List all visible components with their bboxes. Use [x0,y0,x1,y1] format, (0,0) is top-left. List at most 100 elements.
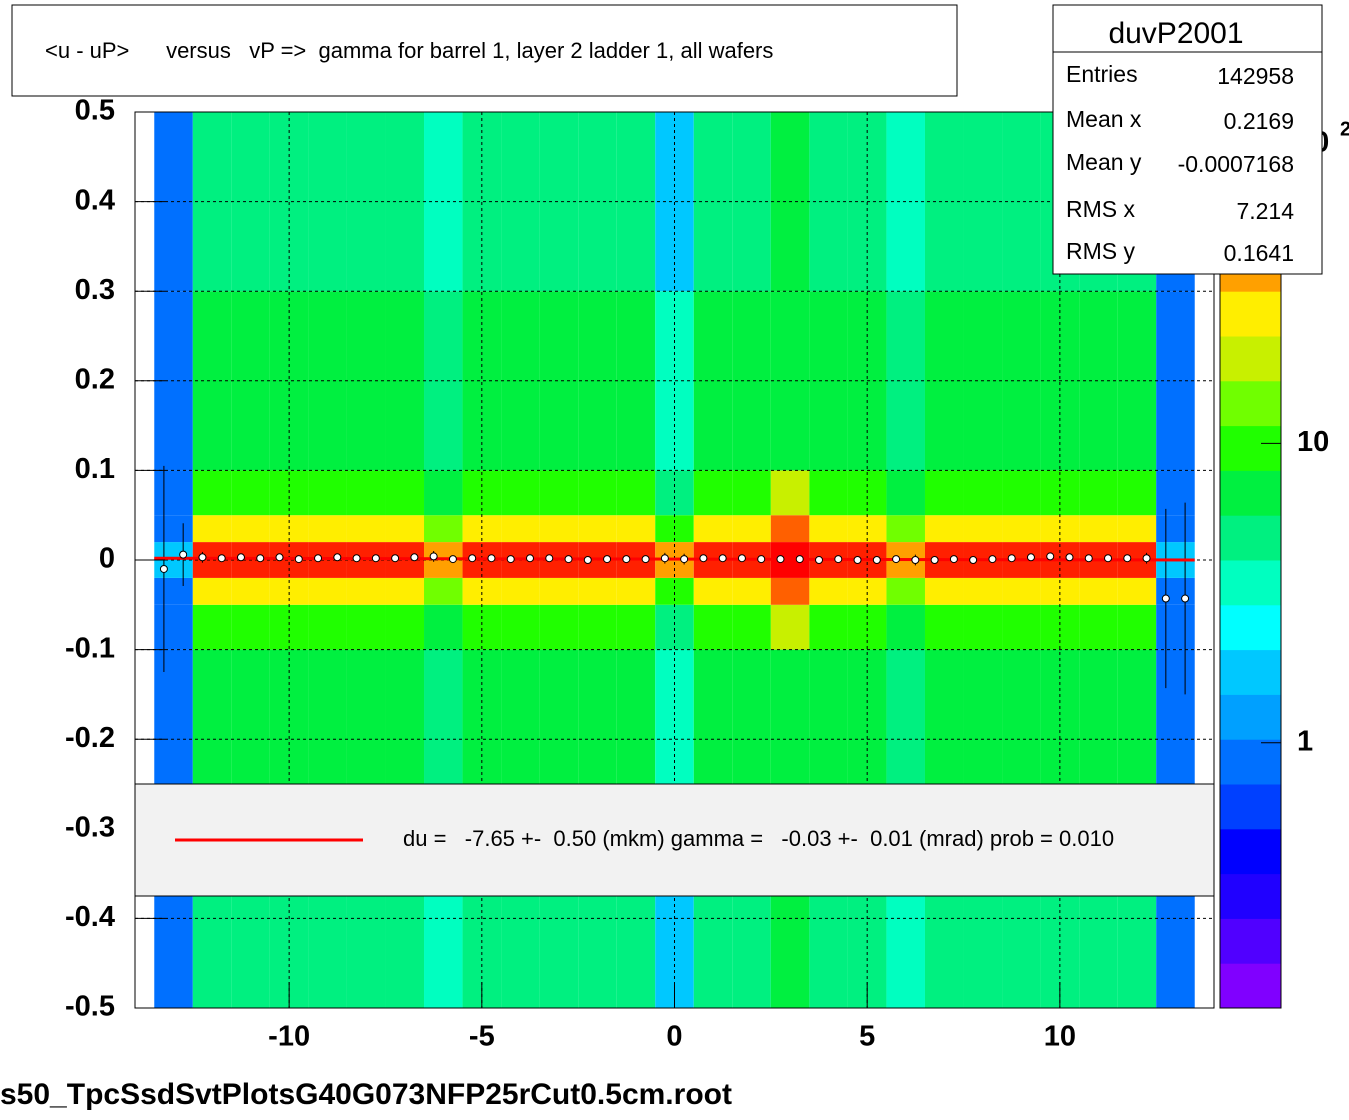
heatmap-cell [385,470,425,516]
y-tick-label: 0.4 [75,184,115,216]
stats-name: Entries [1066,61,1138,87]
profile-point [256,554,265,563]
heatmap-cell [732,112,771,292]
heatmap-cell [616,604,656,650]
stats-value: 142958 [1217,63,1294,89]
heatmap-cell [770,577,810,605]
legend-text: du = -7.65 +- 0.50 (mkm) gamma = -0.03 +… [403,826,1114,851]
profile-point [564,555,573,564]
profile-point [487,554,496,563]
profile-point [333,553,342,562]
heatmap-cell [539,604,579,650]
colorbar-band [1220,739,1281,785]
heatmap-cell [924,470,964,516]
heatmap-cell [1079,515,1118,543]
heatmap-cell [1156,515,1195,543]
heatmap-cell [924,604,964,650]
profile-point [853,556,862,564]
colorbar-band [1220,515,1281,561]
heatmap-cell [578,604,617,650]
heatmap-cell [346,470,386,516]
heatmap-cell [693,470,733,516]
stats-name: Mean y [1066,149,1142,175]
profile-point [352,554,361,563]
heatmap-cell [192,291,232,471]
heatmap-cell [385,604,425,650]
colorbar-band [1220,380,1281,427]
profile-point [1142,554,1151,563]
colorbar-band [1220,963,1281,1009]
profile-point [179,550,188,559]
heatmap-cell [1117,604,1157,650]
profile-point [660,554,669,563]
y-tick-label: 0.1 [75,453,115,485]
profile-point [1007,554,1016,563]
profile-point [525,554,534,563]
heatmap-cell [1117,577,1157,605]
heatmap-cell [501,604,540,650]
heatmap-cell [1117,515,1157,543]
heatmap-cell [192,112,232,292]
heatmap-cell [192,515,232,543]
heatmap-cell [231,470,270,516]
profile-point [776,555,785,564]
colorbar-band [1220,470,1281,516]
heatmap-cell [886,515,925,543]
heatmap-cell [154,577,193,605]
heatmap-cell [770,470,810,516]
heatmap-cell [886,577,925,605]
heatmap-cell [732,515,771,543]
heatmap-cell [924,515,964,543]
heatmap-cell [963,577,1003,605]
heatmap-cell [539,291,579,471]
heatmap-cell [462,112,502,292]
heatmap-cell [1156,470,1195,516]
heatmap-cell [154,604,193,650]
colorbar-band [1220,784,1281,830]
heatmap-cell [693,515,733,543]
profile-point [718,554,727,563]
profile-point [217,554,226,563]
heatmap-cell [308,515,347,543]
profile-point [949,555,958,564]
heatmap-cell [1156,577,1195,605]
colorbar-band [1220,918,1281,964]
profile-point [429,552,438,561]
profile-point [1084,554,1093,563]
heatmap-cell [269,112,309,292]
y-tick-label: -0.4 [65,901,115,933]
profile-point [275,553,284,562]
heatmap-cell [1002,112,1041,292]
heatmap-cell [269,291,309,471]
colorbar-band [1220,425,1281,471]
heatmap-cell [732,604,771,650]
heatmap-cell [1002,470,1041,516]
heatmap-cell [424,577,463,605]
profile-point [294,555,303,564]
colorbar-exponent: 2 [1340,118,1349,140]
heatmap-cell [154,470,193,516]
heatmap-cell [924,577,964,605]
profile-point [314,554,323,563]
chart-title: <u - uP> versus vP => gamma for barrel 1… [45,38,773,63]
heatmap-cell [192,604,232,650]
x-tick-label: 5 [859,1021,875,1053]
profile-point [198,553,207,562]
heatmap-cell [770,604,810,650]
heatmap-cell [770,515,810,543]
heatmap-cell [963,470,1003,516]
heatmap-cell [963,604,1003,650]
colorbar-band [1220,873,1281,919]
y-tick-label: -0.1 [65,632,115,664]
heatmap-cell [809,577,848,605]
profile-point [911,556,920,564]
y-tick-label: -0.2 [65,722,115,754]
heatmap-cell [578,470,617,516]
heatmap-cell [346,577,386,605]
heatmap-cell [154,515,193,543]
heatmap-cell [809,515,848,543]
heatmap-cell [616,515,656,543]
profile-point [603,555,612,564]
colorbar-band [1220,560,1281,606]
